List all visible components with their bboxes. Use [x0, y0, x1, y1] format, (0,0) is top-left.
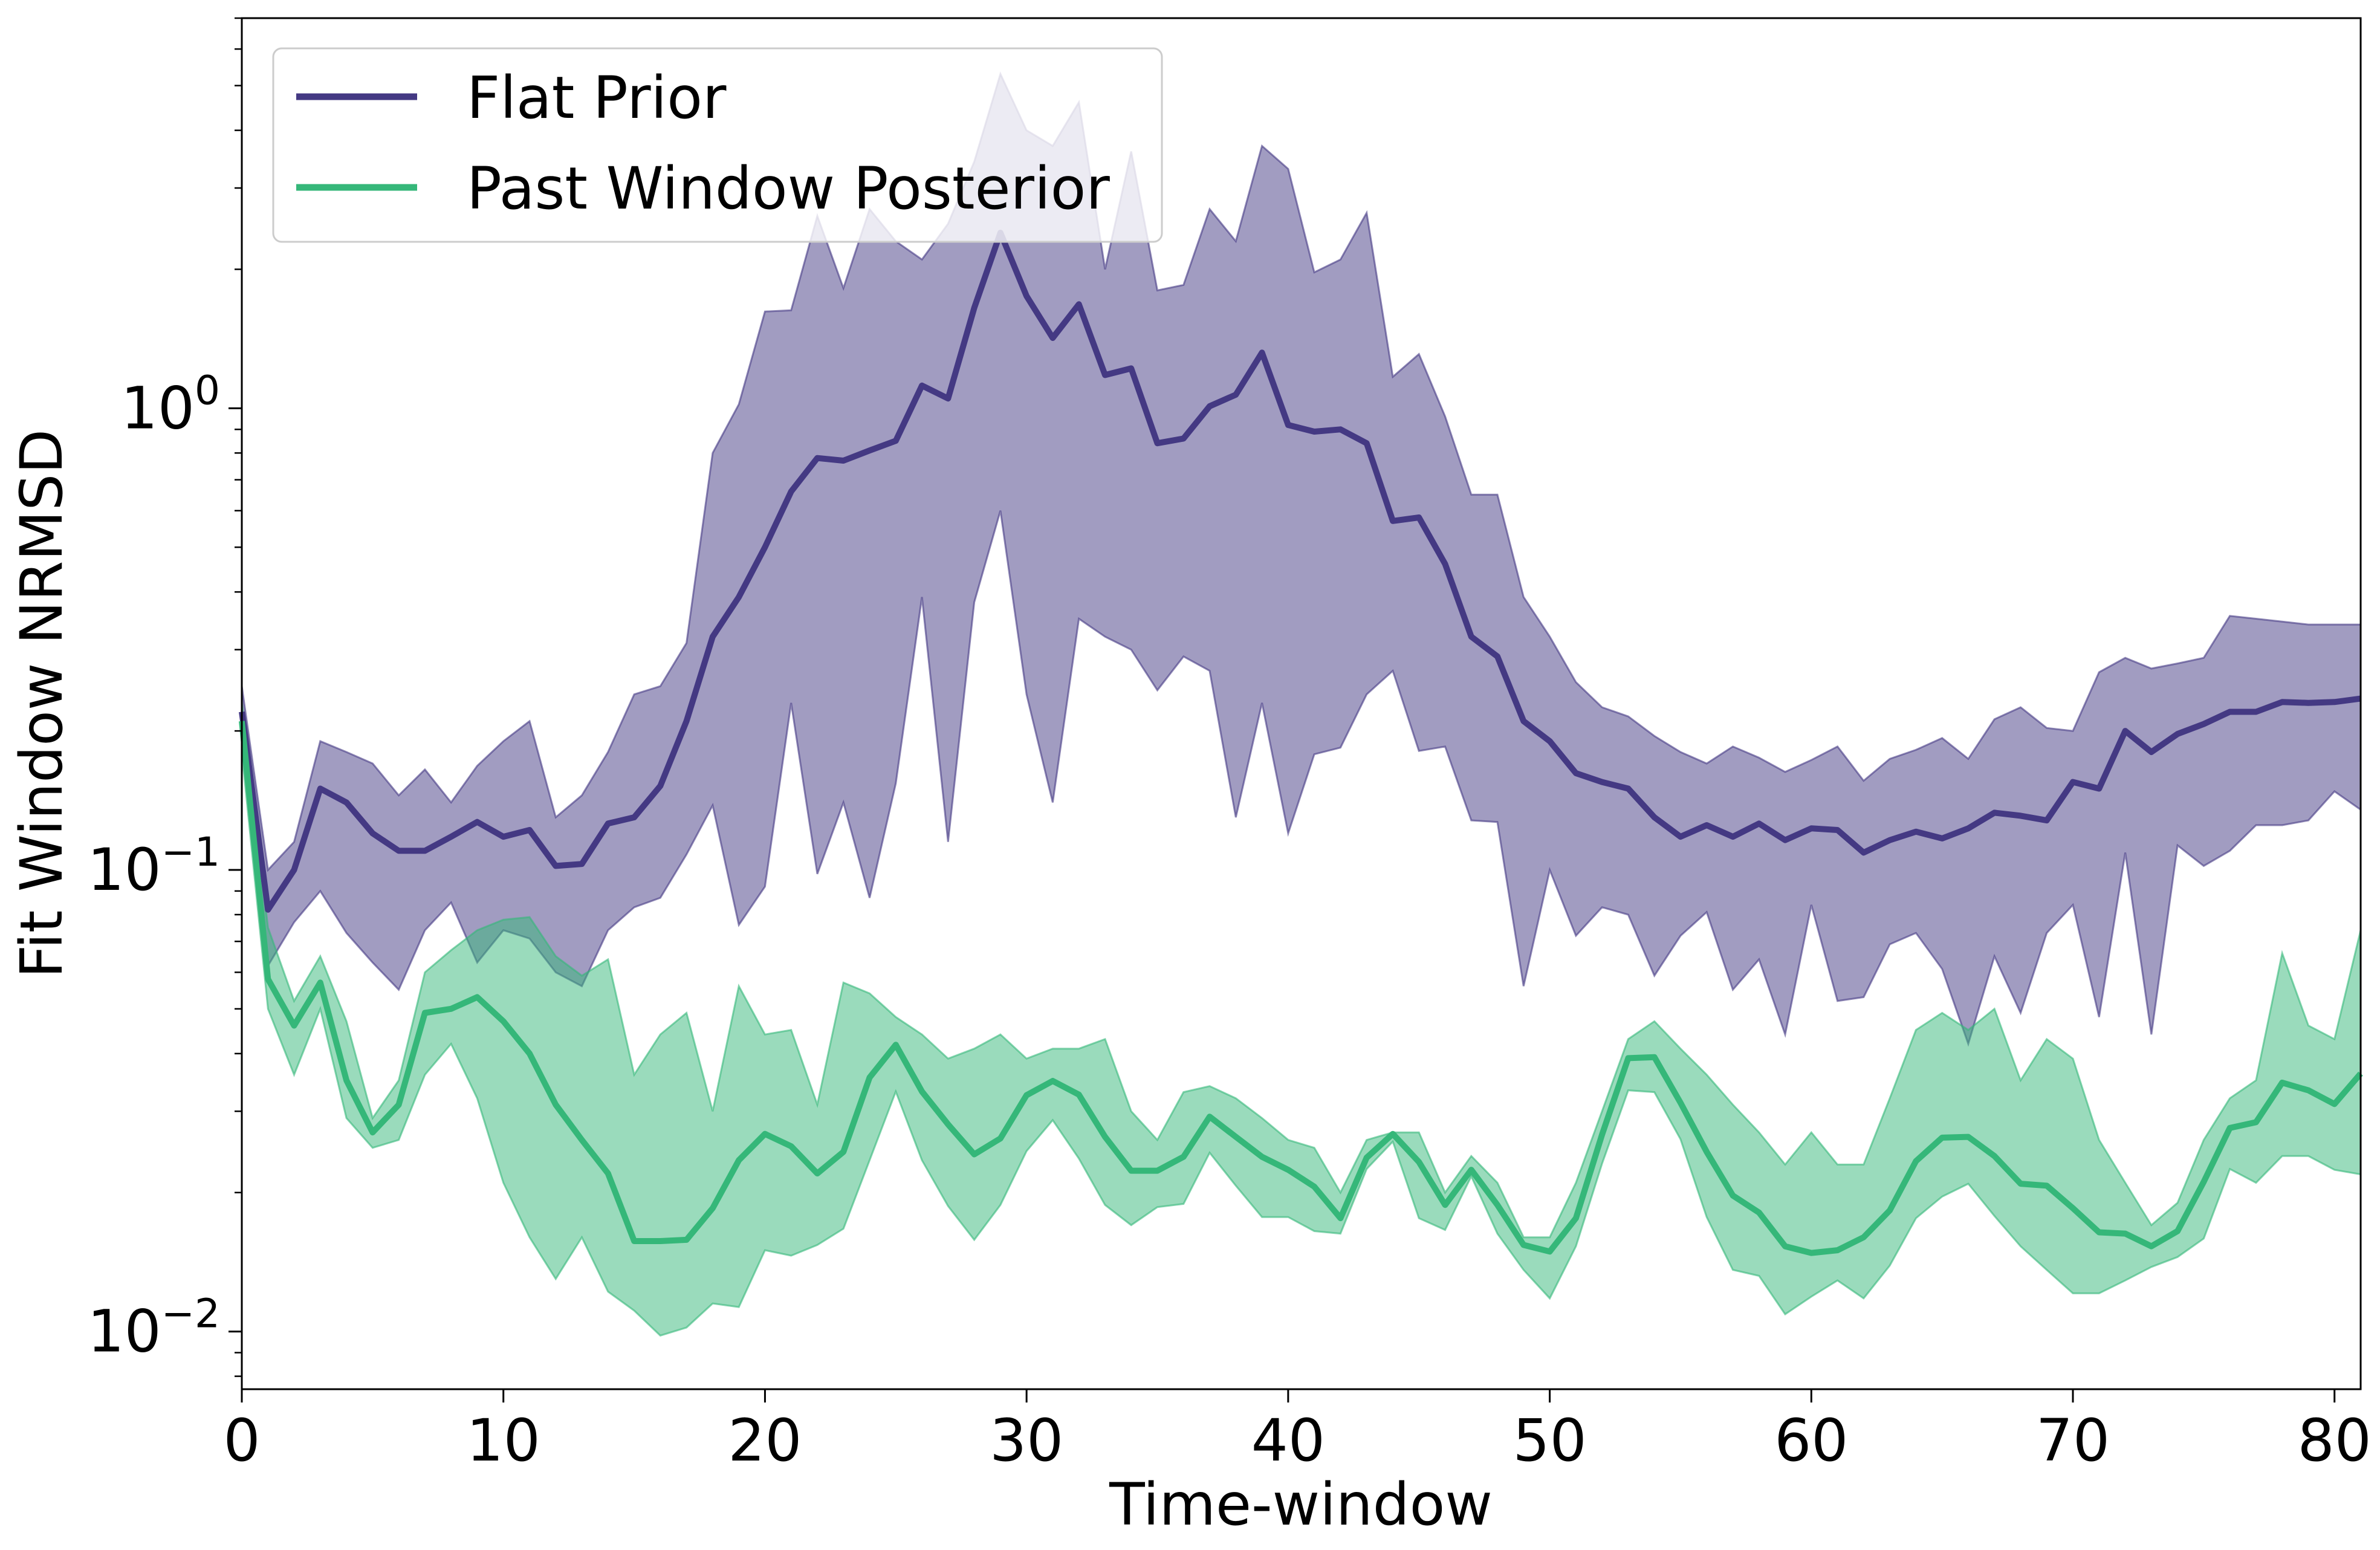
y-axis: 100 10−1 10−2 [88, 17, 242, 1377]
legend-label-past-window-posterior: Past Window Posterior [467, 155, 1110, 222]
x-tick-label: 80 [2298, 1407, 2372, 1474]
y-tick-label: 10−1 [88, 829, 220, 904]
x-tick-label: 50 [1513, 1407, 1587, 1474]
x-tick-label: 0 [223, 1407, 260, 1474]
y-tick-label: 100 [121, 367, 220, 442]
x-tick-label: 20 [728, 1407, 802, 1474]
y-axis-label: Fit Window NRMSD [8, 429, 76, 978]
line-past-window-posterior [239, 721, 2363, 1256]
y-tick-label: 10−2 [88, 1291, 220, 1366]
median-lines [239, 230, 2363, 1256]
line-flat-prior [239, 230, 2361, 913]
x-tick-label: 70 [2036, 1407, 2110, 1474]
x-tick-label: 10 [467, 1407, 540, 1474]
x-axis-label: Time-window [1109, 1471, 1493, 1539]
plot-frame [241, 17, 2362, 1390]
x-tick-label: 60 [1774, 1407, 1848, 1474]
legend: Flat Prior Past Window Posterior [272, 47, 1163, 243]
x-tick-label: 40 [1251, 1407, 1325, 1474]
x-axis: 0 10 20 30 40 50 60 70 80 [223, 1389, 2372, 1474]
x-tick-label: 30 [990, 1407, 1063, 1474]
legend-label-flat-prior: Flat Prior [467, 64, 727, 132]
legend-frame [272, 47, 1163, 243]
